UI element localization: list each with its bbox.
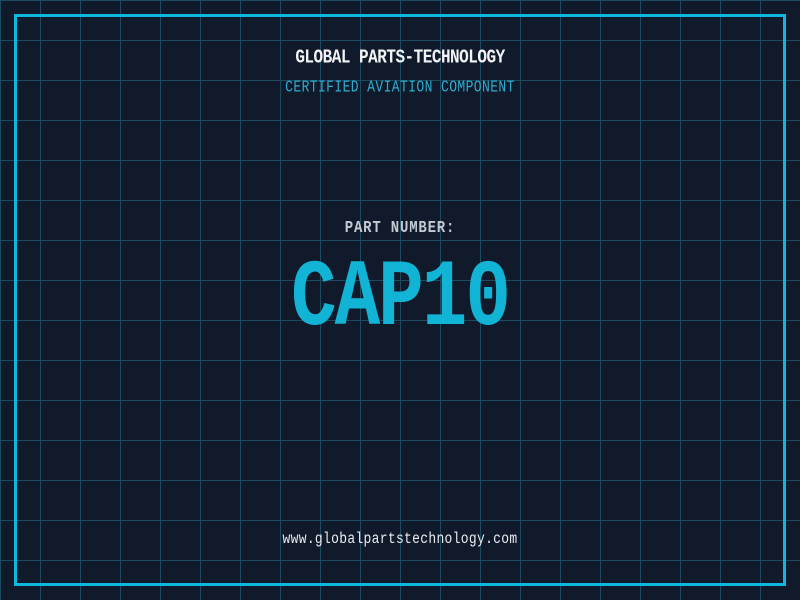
certification-subtitle: CERTIFIED AVIATION COMPONENT [285,77,515,97]
company-title: GLOBAL PARTS-TECHNOLOGY [295,46,505,69]
part-number-value: CAP10 [290,245,511,353]
website-url: www.globalpartstechnology.com [282,529,518,548]
part-number-label: PART NUMBER: [344,218,456,238]
